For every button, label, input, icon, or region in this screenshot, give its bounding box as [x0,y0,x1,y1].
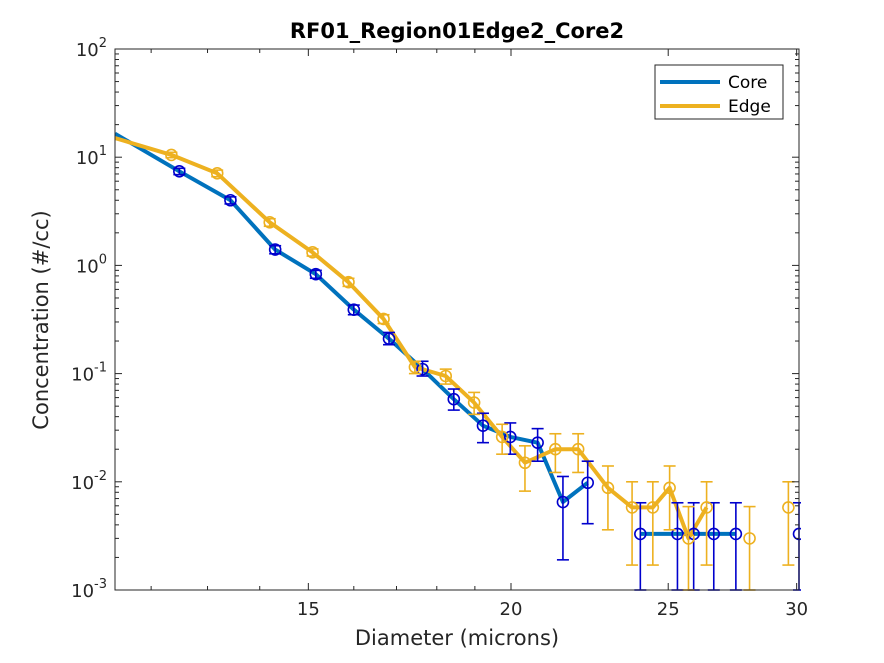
core-point [729,527,743,541]
core-errorbar [581,460,594,525]
plot-content [115,131,801,591]
core-errorbar [531,427,544,463]
core-point [416,362,429,376]
edge-markers [165,148,795,591]
edge-point [700,501,713,514]
core-point [309,267,323,281]
y-tick-label: 10-3 [71,577,107,602]
y-tick-label: 100 [76,252,107,277]
x-axis-label: Diameter (microns) [355,626,559,650]
core-point [581,476,594,490]
x-tick-label: 20 [500,599,523,620]
y-axis-label: Concentration (#/cc) [29,210,53,429]
core-point [476,419,490,432]
y-tick-label: 101 [76,144,107,169]
edge-errorbar [700,480,713,566]
edge-point [571,442,585,456]
core-point [634,527,647,541]
edge-legend-label: Edge [728,97,771,117]
core-point [671,527,684,541]
x-tick-label: 15 [297,599,320,620]
y-tick-label: 10-2 [71,469,107,494]
axis-ticks: 10-3 10-2 10-1 100 101 102 15 20 25 30 [71,36,808,620]
legend-box [654,64,784,120]
core-point [531,436,544,449]
edge-errorbar [549,432,562,474]
core-point [268,243,282,256]
core-point [504,430,517,444]
edge-line [115,136,709,541]
core-point [173,165,186,178]
edge-point [625,501,639,514]
edge-errorbar [626,480,639,566]
edge-point [601,481,615,495]
edge-errorbar [468,391,481,416]
edge-errorbar [572,432,585,474]
edge-point [549,442,562,456]
edge-errorbar [663,465,676,531]
axes-box [114,48,800,591]
legend: Core Edge [654,64,784,120]
core-point [556,495,570,509]
edge-errorbar [601,465,614,531]
edge-point [467,396,481,409]
edge-point [377,312,390,326]
edge-errorbar [496,423,509,455]
chart-title: RF01_Region01Edge2_Core2 [290,19,624,43]
edge-point [210,166,224,180]
core-point [447,392,461,406]
y-tick-label: 102 [76,36,107,61]
core-legend-label: Core [728,73,767,93]
x-tick-label: 30 [785,599,808,620]
plot-area [115,49,799,590]
y-tick-label: 10-1 [71,361,107,386]
core-point [224,193,237,207]
edge-point [408,360,422,374]
edge-series [115,136,709,541]
core-errorbar [447,388,460,411]
edge-errorbar [646,480,659,566]
edge-point [646,501,660,514]
edge-point [165,148,178,162]
edge-point [263,216,277,229]
x-tick-label: 25 [657,599,680,620]
core-point [707,527,721,541]
edge-point [782,501,795,514]
edge-point [743,532,756,545]
edge-point [663,481,676,495]
edge-point [306,246,319,259]
edge-point [682,532,695,545]
core-point [382,332,396,346]
edge-point [495,430,509,444]
core-errorbar [476,412,489,444]
edge-point [342,275,355,289]
edge-point [518,456,532,470]
edge-point [439,369,453,383]
core-errorbar [556,475,569,561]
core-point [347,303,361,316]
